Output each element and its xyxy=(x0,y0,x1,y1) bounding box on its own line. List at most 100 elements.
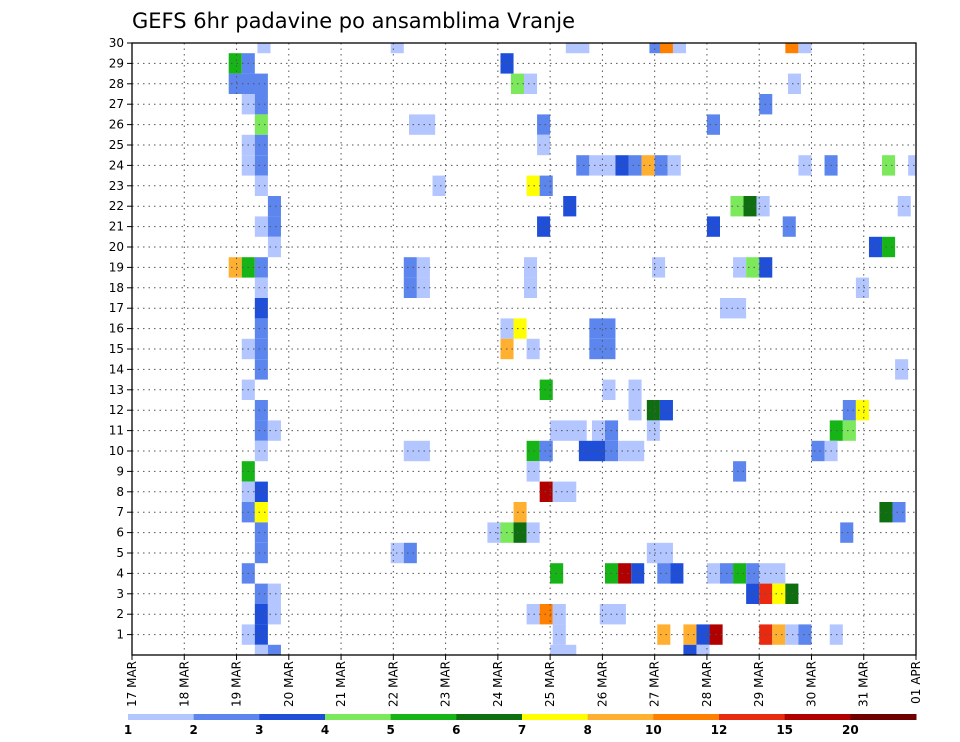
precip-cell-member-15 xyxy=(589,338,616,360)
precip-cell-member-20 xyxy=(267,236,281,258)
precip-cell-member-20 xyxy=(882,236,896,258)
precip-cell-member-18 xyxy=(524,277,538,298)
precip-cell-member-10 xyxy=(539,440,553,462)
precip-cell-member-24 xyxy=(254,155,268,176)
precip-cell-member-19 xyxy=(228,257,242,278)
precip-cell-member-1 xyxy=(683,624,697,645)
precip-cell-member-13 xyxy=(628,379,642,400)
x-tick-label: 28 MAR xyxy=(700,661,714,707)
precip-cell-member-7 xyxy=(254,502,268,523)
precip-cell-member-28 xyxy=(787,73,802,94)
precip-cell-member-10 xyxy=(403,440,430,462)
precip-cell-member-8 xyxy=(539,481,553,502)
y-tick-label: 16 xyxy=(109,322,124,336)
precip-cell-member-11 xyxy=(591,420,606,441)
legend-label: 12 xyxy=(711,723,728,737)
y-tick-label: 2 xyxy=(116,607,124,621)
precip-cell-member-10 xyxy=(618,440,645,462)
x-tick-label: 01 APR xyxy=(909,661,923,704)
precip-cell-member-24 xyxy=(882,155,896,176)
precip-cell-member-30 xyxy=(785,43,799,54)
precip-cell-member-26 xyxy=(254,114,268,135)
precip-cell-member-11 xyxy=(550,420,587,441)
precip-cell-member-1 xyxy=(798,624,812,645)
precip-cell-member-1 xyxy=(657,624,671,645)
precip-cell-member-30 xyxy=(649,43,663,54)
precip-cell-member-0 xyxy=(267,644,281,655)
precip-cell-member-9 xyxy=(526,461,540,482)
legend-swatch xyxy=(390,714,457,720)
precip-cell-member-30 xyxy=(565,43,590,54)
legend-label: 10 xyxy=(645,723,662,737)
precip-cell-member-14 xyxy=(254,359,268,380)
y-tick-label: 21 xyxy=(109,220,124,234)
precip-cell-member-2 xyxy=(599,604,626,625)
legend-label: 4 xyxy=(321,723,329,737)
precip-cell-member-18 xyxy=(416,277,430,298)
y-tick-label: 15 xyxy=(109,342,124,356)
y-tick-label: 11 xyxy=(109,424,124,438)
precip-cell-member-8 xyxy=(254,481,268,502)
precip-cell-member-30 xyxy=(659,43,673,54)
precip-cell-member-24 xyxy=(667,155,681,176)
precip-cell-member-2 xyxy=(267,604,281,625)
precip-cell-member-14 xyxy=(895,359,909,380)
precip-cell-member-4 xyxy=(759,563,786,584)
precip-cell-member-11 xyxy=(254,420,268,441)
precip-cell-member-4 xyxy=(631,563,645,584)
precip-cell-member-12 xyxy=(646,400,660,421)
precip-cell-member-19 xyxy=(733,257,747,278)
precip-cell-member-26 xyxy=(537,114,551,135)
grid-lines xyxy=(132,42,916,655)
y-tick-label: 9 xyxy=(116,464,124,478)
precip-cell-member-3 xyxy=(254,583,268,604)
y-tick-label: 10 xyxy=(109,444,124,458)
y-tick-label: 24 xyxy=(109,158,124,172)
precip-cell-member-30 xyxy=(390,43,404,54)
y-tick-label: 27 xyxy=(109,97,124,111)
legend-swatch xyxy=(522,714,589,720)
precip-cell-member-24 xyxy=(641,155,655,176)
y-tick-label: 22 xyxy=(109,199,124,213)
precip-cell-member-1 xyxy=(254,624,268,645)
legend-label: 8 xyxy=(583,723,591,737)
precip-cell-member-21 xyxy=(267,216,281,237)
precip-cell-member-26 xyxy=(706,114,720,135)
precip-cell-member-30 xyxy=(257,43,271,54)
precip-cell-member-10 xyxy=(578,440,606,462)
precip-cell-member-22 xyxy=(756,196,770,217)
y-tick-label: 1 xyxy=(116,628,124,642)
x-tick-label: 25 MAR xyxy=(543,661,557,707)
precip-cell-member-21 xyxy=(537,216,551,237)
precip-cell-member-18 xyxy=(403,277,417,298)
precip-cell-member-19 xyxy=(254,257,268,278)
precip-cell-member-6 xyxy=(487,522,501,543)
legend-swatch xyxy=(259,714,326,720)
precip-cell-member-23 xyxy=(539,175,553,196)
x-tick-label: 18 MAR xyxy=(177,661,191,707)
legend-label: 20 xyxy=(842,723,859,737)
precip-cell-member-21 xyxy=(254,216,268,237)
legend-swatch xyxy=(719,714,786,720)
legend-swatch xyxy=(587,714,654,720)
precip-cell-member-11 xyxy=(646,420,660,441)
y-tick-label: 29 xyxy=(109,56,124,70)
precip-cell-member-13 xyxy=(602,379,616,400)
precip-cell-member-17 xyxy=(254,298,268,319)
precip-cell-member-24 xyxy=(628,155,642,176)
x-tick-label: 27 MAR xyxy=(648,661,662,707)
precip-cell-member-5 xyxy=(403,542,417,564)
precip-cell-member-3 xyxy=(772,583,786,604)
y-tick-label: 12 xyxy=(109,403,124,417)
y-tick-label: 4 xyxy=(116,566,124,580)
precip-cell-member-6 xyxy=(840,522,854,543)
x-tick-label: 29 MAR xyxy=(752,661,766,707)
precip-cell-member-21 xyxy=(782,216,796,237)
legend-label: 3 xyxy=(255,723,263,737)
precip-cell-member-18 xyxy=(855,277,869,298)
precip-cell-member-9 xyxy=(733,461,747,482)
precip-cell-member-29 xyxy=(228,53,242,74)
precip-cell-member-22 xyxy=(730,196,744,217)
precip-cell-member-28 xyxy=(524,73,538,94)
precip-cell-member-19 xyxy=(416,257,430,278)
